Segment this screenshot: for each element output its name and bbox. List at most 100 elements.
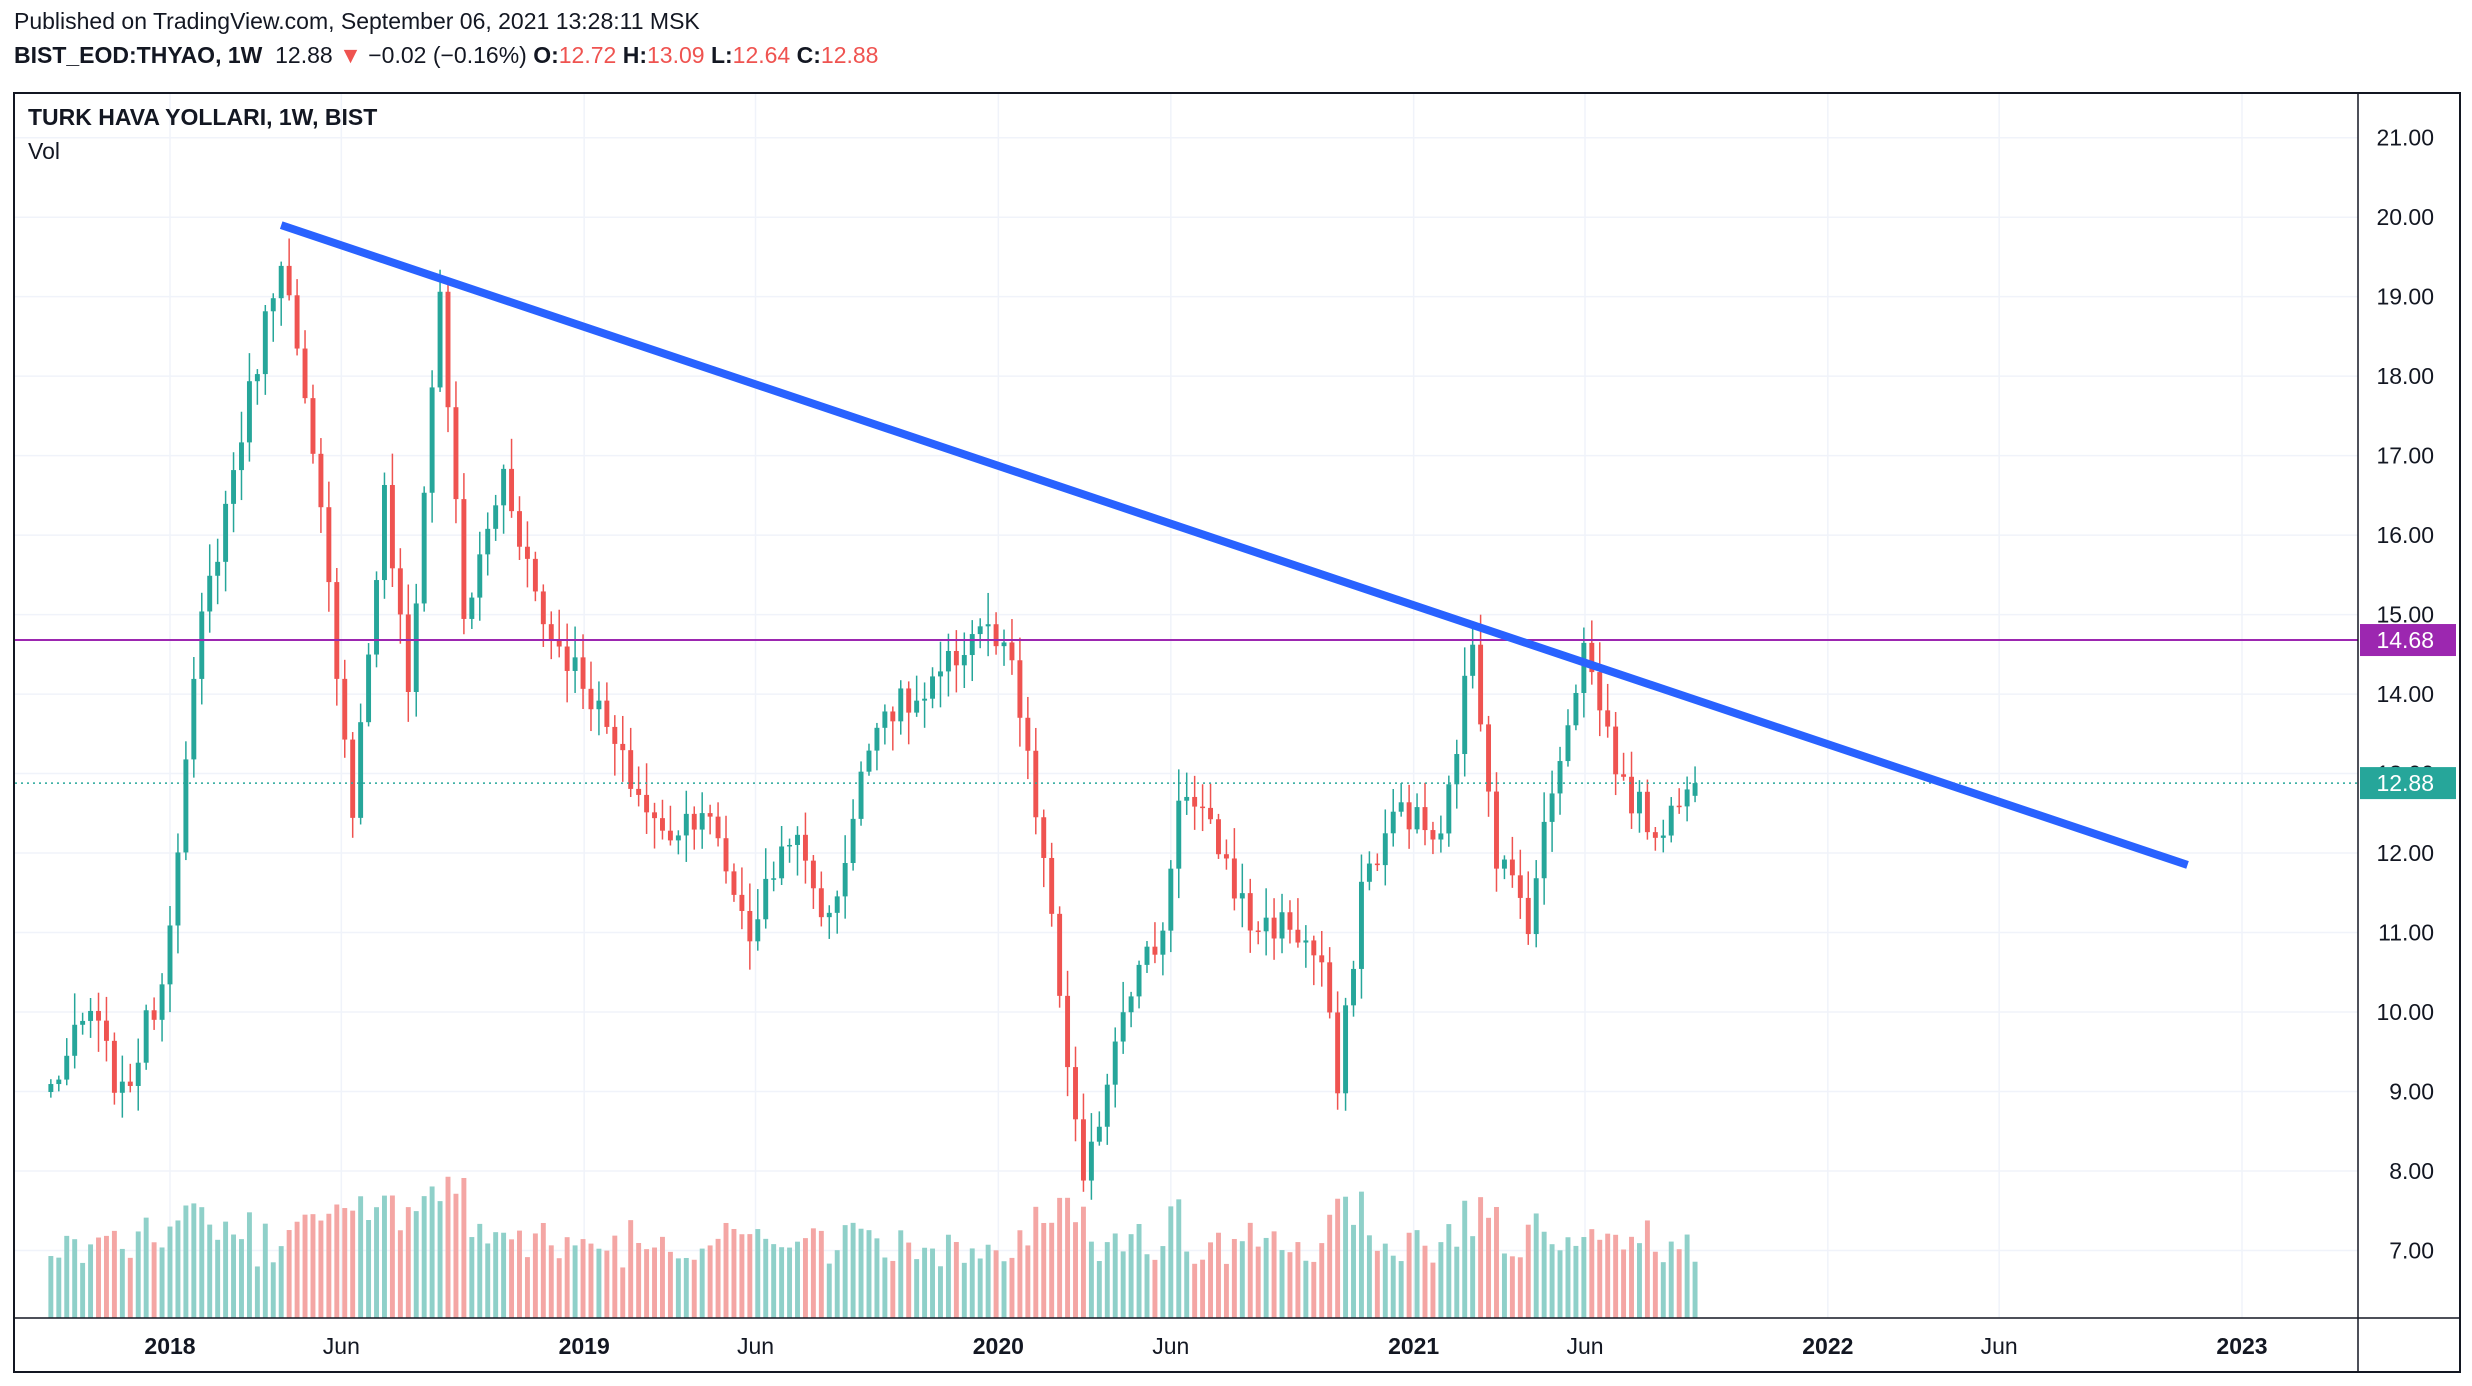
legend-title: TURK HAVA YOLLARI, 1W, BIST — [28, 104, 378, 130]
candle-body — [199, 611, 205, 679]
price-labels: 14.68 12.88 — [2360, 624, 2456, 800]
low-label: L: — [710, 42, 733, 68]
volume-bar — [143, 1217, 149, 1318]
volume-bar — [207, 1224, 213, 1318]
volume-bar — [1501, 1253, 1507, 1318]
candle-body — [1398, 802, 1404, 812]
candle-body — [556, 641, 562, 647]
volume-bar — [548, 1245, 554, 1318]
volume-bar — [985, 1244, 991, 1318]
volume-bar — [310, 1214, 316, 1318]
volume-bar — [1073, 1222, 1078, 1318]
candle-body — [1311, 940, 1317, 956]
volume-bar — [1597, 1239, 1603, 1318]
volume-bar — [96, 1237, 101, 1318]
volume-bar — [636, 1243, 642, 1318]
volume-bar — [88, 1244, 94, 1318]
volume-bar — [1160, 1246, 1166, 1318]
candle-body — [239, 442, 244, 471]
time-tick-label: 2018 — [144, 1333, 195, 1359]
volume-bar — [223, 1221, 229, 1318]
volume-bar — [1637, 1243, 1642, 1318]
candle-body — [826, 912, 832, 918]
candle-body — [1049, 857, 1055, 914]
candle-body — [977, 626, 983, 635]
symbol-ohlc-bar: BIST_EOD:THYAO, 1W 12.88 ▼ −0.02 (−0.16%… — [14, 42, 878, 69]
candle-body — [1088, 1141, 1094, 1181]
price-tick-label: 8.00 — [2389, 1158, 2434, 1184]
symbol-label[interactable]: BIST_EOD:THYAO, 1W — [14, 42, 263, 68]
time-tick-label: Jun — [323, 1333, 360, 1359]
volume-bar — [1390, 1255, 1396, 1318]
candle-body — [667, 830, 673, 841]
candle-body — [1557, 761, 1563, 794]
volume-bar — [1263, 1237, 1269, 1318]
volume-bar — [1517, 1257, 1523, 1318]
candle-body — [818, 888, 824, 918]
candle-body — [374, 580, 379, 655]
low-value: 12.64 — [732, 42, 791, 68]
volume-bar — [294, 1221, 300, 1318]
volume-bar — [930, 1248, 935, 1318]
volume-bar — [564, 1237, 570, 1318]
price-label-box — [2360, 767, 2456, 800]
candle-body — [461, 499, 467, 619]
candle-body — [1343, 1005, 1349, 1094]
candle-body — [1438, 833, 1444, 840]
candle-body — [334, 582, 340, 679]
time-tick-label: 2019 — [559, 1333, 610, 1359]
volume-bar — [1454, 1246, 1460, 1318]
volume-bar — [572, 1245, 578, 1318]
candle-body — [1319, 955, 1325, 963]
candle-body — [755, 919, 761, 942]
volume-bar — [1668, 1241, 1674, 1318]
price-tick-label: 17.00 — [2376, 443, 2434, 469]
close-label: C: — [796, 42, 821, 68]
candle-body — [1509, 859, 1515, 876]
volume-bar — [64, 1235, 70, 1318]
volume-bar — [1271, 1231, 1277, 1318]
candle-body — [485, 528, 491, 555]
candle-body — [985, 624, 991, 627]
candle-body — [135, 1062, 141, 1086]
volume-bar — [993, 1250, 999, 1318]
volume-bar — [374, 1207, 379, 1318]
volume-bar — [1049, 1222, 1055, 1318]
volume-bar — [445, 1176, 451, 1318]
volume-bar — [501, 1232, 507, 1318]
candle-body — [246, 381, 252, 443]
candle-body — [938, 671, 943, 677]
volume-bar — [802, 1238, 808, 1318]
candle-body — [532, 558, 538, 592]
candle-body — [1652, 832, 1658, 838]
price-tick-label: 10.00 — [2376, 999, 2434, 1025]
volume-bar — [381, 1195, 387, 1318]
price-tick-label: 7.00 — [2389, 1237, 2434, 1263]
volume-bar — [1041, 1222, 1047, 1318]
candle-body — [1168, 868, 1174, 931]
candle-body — [1247, 893, 1253, 931]
candle-body — [48, 1084, 54, 1092]
time-tick-label: Jun — [1981, 1333, 2018, 1359]
candle-body — [1009, 642, 1015, 661]
candle-body — [1128, 996, 1134, 1013]
candle-body — [1374, 863, 1380, 866]
candle-body — [906, 688, 912, 713]
volume-bar — [1311, 1261, 1317, 1318]
volume-bar — [779, 1247, 785, 1318]
candle-body — [683, 813, 689, 836]
candle-body — [254, 374, 260, 382]
volume-bar — [1462, 1200, 1468, 1318]
candle-body — [1096, 1126, 1102, 1142]
volume-bar — [1351, 1224, 1356, 1318]
candle-body — [564, 646, 570, 671]
volume-bar — [731, 1228, 737, 1318]
candle-body — [1494, 791, 1499, 869]
candle-body — [445, 291, 451, 408]
candle-body — [1223, 854, 1229, 859]
high-label: H: — [622, 42, 647, 68]
candle-body — [350, 739, 356, 818]
volume-bar — [199, 1207, 205, 1318]
candle-body — [517, 511, 522, 547]
